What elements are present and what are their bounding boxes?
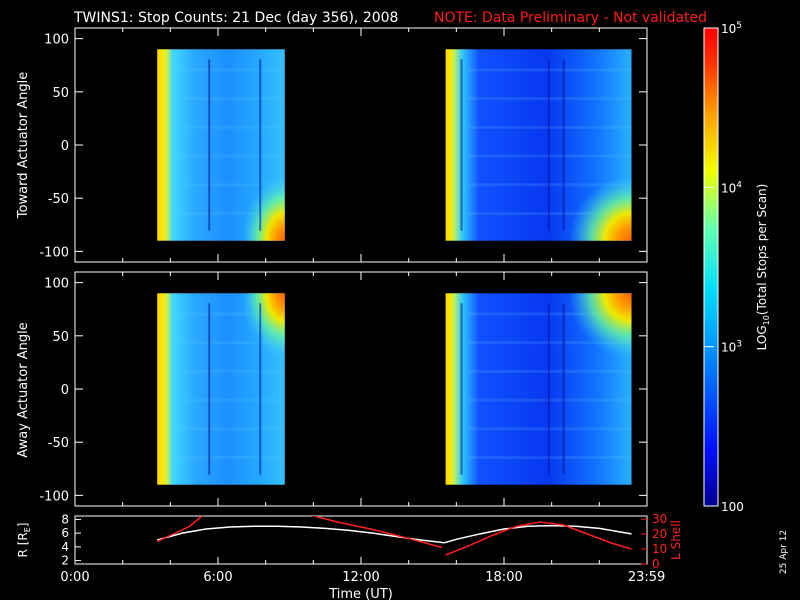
toward-streak xyxy=(259,59,262,231)
toward-band xyxy=(172,97,285,101)
panel-away: -100 -50 0 50 100 Away Actuator Angle xyxy=(16,271,648,507)
colorbar-tick-label: 105 xyxy=(721,21,742,36)
away-hot-region-1 xyxy=(227,293,285,380)
away-ytick-label: 100 xyxy=(44,277,69,292)
x-tick-label: 18:00 xyxy=(485,570,522,585)
x-axis-label: Time (UT) xyxy=(328,587,393,600)
panel-away-heatmap xyxy=(157,293,632,485)
away-band xyxy=(172,398,285,402)
toward-ytick-label: 100 xyxy=(44,33,69,48)
toward-ytick-label: -100 xyxy=(39,245,69,260)
panel-toward-heatmap xyxy=(157,49,632,241)
away-streak xyxy=(208,303,211,475)
orbit-right-ytick-label: 20 xyxy=(652,527,667,541)
panel-away-y-ticks: -100 -50 0 50 100 xyxy=(39,277,647,504)
away-streak xyxy=(547,303,550,475)
toward-streak xyxy=(208,59,211,231)
preliminary-note: NOTE: Data Preliminary - Not validated xyxy=(434,10,707,26)
toward-ytick-label: -50 xyxy=(48,192,69,207)
colorbar-gradient xyxy=(703,27,719,507)
panel-away-ylabel: Away Actuator Angle xyxy=(16,322,31,457)
away-streak xyxy=(259,303,262,475)
panel-toward-y-ticks: -100 -50 0 50 100 xyxy=(39,33,647,260)
colorbar-label: LOG10(Total Stops per Scan) xyxy=(755,184,771,351)
orbit-lshell-line xyxy=(156,516,204,543)
away-ytick-label: -50 xyxy=(48,436,69,451)
orbit-lshell-line xyxy=(445,521,632,556)
away-ytick-label: 50 xyxy=(52,330,69,345)
toward-streak xyxy=(562,59,565,231)
toward-streak xyxy=(547,59,550,231)
toward-ytick-label: 50 xyxy=(52,86,69,101)
away-ytick-label: 0 xyxy=(61,383,69,398)
colorbar-ticks: 100 103 104 105 xyxy=(704,21,744,514)
toward-band xyxy=(172,125,285,129)
toward-hot-region-1 xyxy=(227,154,285,241)
x-tick-label: 23:59 xyxy=(628,570,665,585)
orbit-left-ylabel: R [RE] xyxy=(16,523,32,558)
away-streak xyxy=(562,303,565,475)
away-hot-region-2 xyxy=(547,293,632,380)
orbit-left-ytick-label: 2 xyxy=(61,554,69,568)
orbit-left-ytick-label: 4 xyxy=(61,540,69,554)
toward-streak xyxy=(460,59,463,231)
orbit-left-ytick-label: 6 xyxy=(61,526,69,540)
colorbar-tick-label: 103 xyxy=(721,340,742,355)
panel-orbit-lines xyxy=(156,516,632,556)
panel-away-x-ticks xyxy=(74,272,648,506)
colorbar: 100 103 104 105 LOG10(Total Stops per Scan) xyxy=(703,21,771,514)
orbit-right-ytick-label: 10 xyxy=(652,542,667,556)
toward-hot-region-2 xyxy=(547,154,632,241)
panel-toward-x-ticks xyxy=(74,28,648,262)
toward-band xyxy=(172,68,285,72)
x-tick-label: 12:00 xyxy=(342,570,379,585)
orbit-right-ylabel: L Shell xyxy=(669,520,683,560)
orbit-left-ytick-label: 8 xyxy=(61,512,69,526)
colorbar-tick-label: 104 xyxy=(721,180,742,195)
away-streak xyxy=(460,303,463,475)
chart-title: TWINS1: Stop Counts: 21 Dec (day 356), 2… xyxy=(73,10,398,26)
away-band xyxy=(172,456,285,460)
orbit-lshell-line xyxy=(311,516,443,549)
date-stamp: 25 Apr 12 xyxy=(779,530,789,574)
away-ytick-label: -100 xyxy=(39,489,69,504)
orbit-right-ytick-label: 30 xyxy=(652,512,667,526)
orbit-right-ytick-label: 0 xyxy=(652,557,660,571)
panel-toward: -100 -50 0 50 100 Toward Actuator Angle xyxy=(16,27,648,263)
x-tick-label: 0:00 xyxy=(60,570,89,585)
panel-toward-ylabel: Toward Actuator Angle xyxy=(16,72,31,219)
away-band xyxy=(172,427,285,431)
colorbar-tick-label: 100 xyxy=(721,500,744,514)
toward-ytick-label: 0 xyxy=(61,139,69,154)
orbit-radius-line xyxy=(157,524,632,544)
x-tick-label: 6:00 xyxy=(203,570,232,585)
